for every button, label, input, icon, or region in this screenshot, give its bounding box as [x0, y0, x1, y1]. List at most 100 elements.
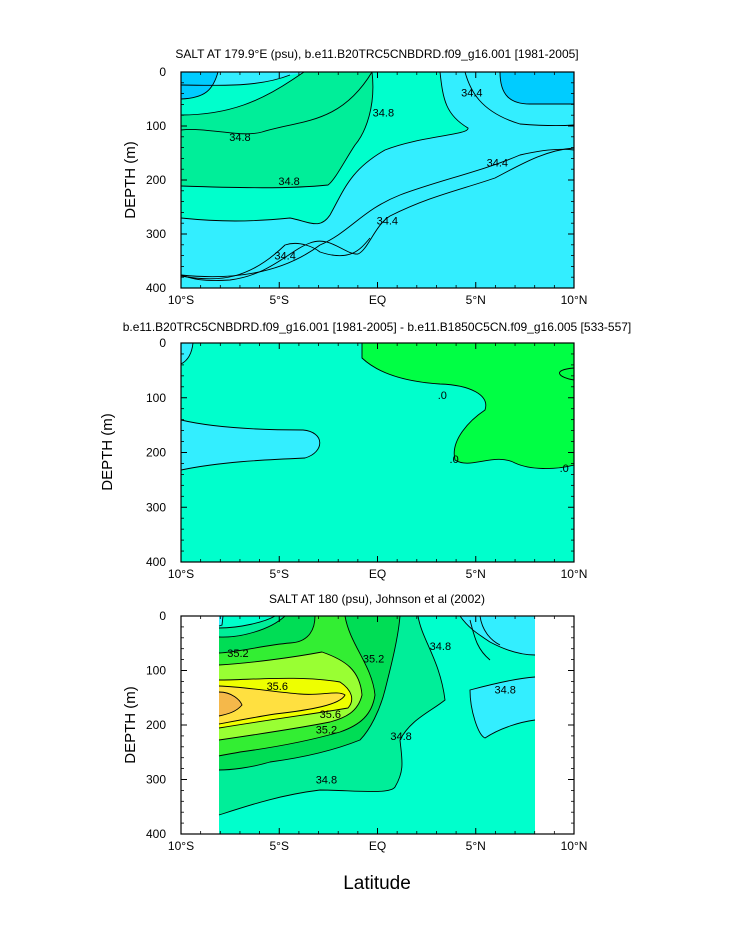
panel-3-contour: [218, 685, 346, 725]
contour-label: 35.2: [316, 724, 337, 736]
panel-1-contour: [181, 72, 219, 100]
x-tick-label: 10°S: [168, 293, 194, 307]
panel-1-contour: [181, 148, 574, 278]
panel-2-ylabel: DEPTH (m): [99, 413, 116, 491]
panel-3-contour: [218, 616, 376, 757]
panel-1: SALT AT 179.9°E (psu), b.e11.B20TRC5CNBD…: [122, 47, 587, 307]
panel-1-contour: [181, 72, 374, 189]
contour-label: 34.8: [278, 176, 299, 188]
panel-2-region-negative: [181, 420, 320, 470]
panel-1-contour: [181, 237, 371, 280]
x-tick-label: 5°S: [270, 293, 289, 307]
panel-3-ylabel: DEPTH (m): [122, 686, 139, 764]
contour-label: 34.4: [487, 158, 508, 170]
panel-1-region-top: [181, 72, 373, 188]
y-tick-label: 200: [146, 173, 166, 187]
y-tick-label: 300: [146, 773, 166, 787]
panel-2-contour: [559, 367, 574, 381]
panel-1-contour: [464, 72, 574, 127]
x-tick-label: EQ: [369, 293, 386, 307]
panel-2-contour: [181, 419, 321, 471]
contour-label: 34.4: [377, 216, 398, 228]
panel-3-contour: [469, 619, 491, 661]
panel-3-contour-labels: 35.2 35.6 35.6 35.2 35.2 34.8 34.8 34.8 34.8: [227, 641, 516, 787]
y-tick-label: 0: [159, 65, 166, 79]
panel-2-region-positive: [362, 343, 574, 469]
panel-3-contour: [218, 616, 316, 654]
panel-2-contour: [361, 343, 574, 469]
panel-1-region-core-right: [500, 72, 574, 104]
panel-1-ylabel: DEPTH (m): [122, 141, 139, 219]
panel-2-contour-lines: [181, 343, 574, 471]
panel-2-fill: [181, 343, 574, 562]
panel-3-contour: [459, 616, 536, 656]
x-tick-label: EQ: [369, 839, 386, 853]
panel-3-contour: [218, 651, 363, 741]
panel-3-region-c1: [219, 616, 535, 738]
panel-3-contour: [218, 677, 353, 729]
contour-label: 34.8: [495, 685, 516, 697]
x-axis-label: Latitude: [343, 873, 411, 894]
y-tick-label: 0: [159, 336, 166, 350]
panel-3-contour: [218, 616, 446, 816]
x-tick-label: 5°N: [466, 293, 486, 307]
panel-3-contour: [218, 616, 401, 771]
panel-2-axes: 10°S 5°S EQ 5°N 10°N 0 100 200 300 400: [146, 336, 587, 581]
y-tick-label: 400: [146, 281, 166, 295]
panel-3-contour: [218, 616, 286, 638]
y-tick-label: 0: [159, 609, 166, 623]
panel-1-title: SALT AT 179.9°E (psu), b.e11.B20TRC5CNBD…: [175, 47, 578, 61]
contour-label: 34.4: [274, 251, 295, 263]
panel-3-contour: [218, 691, 243, 717]
panel-3-contour: [218, 616, 224, 627]
y-tick-label: 100: [146, 391, 166, 405]
panel-1-fill: [181, 72, 574, 288]
contour-label: 35.2: [227, 648, 248, 660]
x-tick-label: 5°S: [270, 567, 289, 581]
panel-2-region-negative-top: [181, 343, 193, 364]
panel-2: b.e11.B20TRC5CNBDRD.f09_g16.001 [1981-20…: [99, 320, 631, 581]
contour-label: 35.2: [363, 654, 384, 666]
panel-3-contour: [218, 616, 276, 629]
x-tick-label: 5°N: [466, 839, 486, 853]
y-tick-label: 100: [146, 664, 166, 678]
panel-3-region-c8: [219, 686, 345, 724]
contour-label: .0: [450, 454, 459, 466]
y-tick-label: 200: [146, 718, 166, 732]
contour-label: .0: [438, 390, 447, 402]
x-tick-label: EQ: [369, 567, 386, 581]
y-tick-label: 400: [146, 827, 166, 841]
panel-3: SALT AT 180 (psu), Johnson et al (2002): [122, 592, 587, 853]
contour-label: 34.4: [461, 88, 482, 100]
x-tick-label: 10°S: [168, 839, 194, 853]
y-tick-label: 100: [146, 119, 166, 133]
contour-label: 34.8: [390, 731, 411, 743]
y-tick-label: 300: [146, 500, 166, 514]
panel-3-contour: [479, 616, 501, 646]
x-tick-label: 10°N: [561, 839, 588, 853]
contour-label: 34.8: [229, 132, 250, 144]
contour-label: 35.6: [267, 681, 288, 693]
y-tick-label: 300: [146, 227, 166, 241]
contour-label: 35.6: [320, 709, 341, 721]
panel-1-contour-labels: 34.8 34.8 34.8 34.4 34.4 34.4 34.4: [229, 88, 508, 263]
panel-1-contour-lines: [181, 72, 574, 281]
contour-label: 34.8: [316, 775, 337, 787]
y-tick-label: 200: [146, 446, 166, 460]
x-tick-label: 5°S: [270, 839, 289, 853]
x-tick-label: 5°N: [466, 567, 486, 581]
panel-3-contour: [469, 676, 536, 739]
panel-1-axes: 10°S 5°S EQ 5°N 10°N 0 100 200 300 400: [146, 65, 587, 307]
panel-3-fill: [219, 616, 535, 834]
x-tick-label: 10°N: [561, 293, 588, 307]
panel-1-contour: [499, 72, 574, 105]
panel-1-contour: [181, 74, 291, 86]
panel-3-contour-lines: [218, 616, 536, 816]
panel-2-title: b.e11.B20TRC5CNBDRD.f09_g16.001 [1981-20…: [123, 320, 632, 334]
panel-1-contour: [181, 72, 305, 116]
contour-label: .0: [560, 463, 569, 475]
panel-2-contour-labels: .0 .0 .0: [438, 390, 569, 475]
x-tick-label: 10°S: [168, 567, 194, 581]
y-tick-label: 400: [146, 555, 166, 569]
